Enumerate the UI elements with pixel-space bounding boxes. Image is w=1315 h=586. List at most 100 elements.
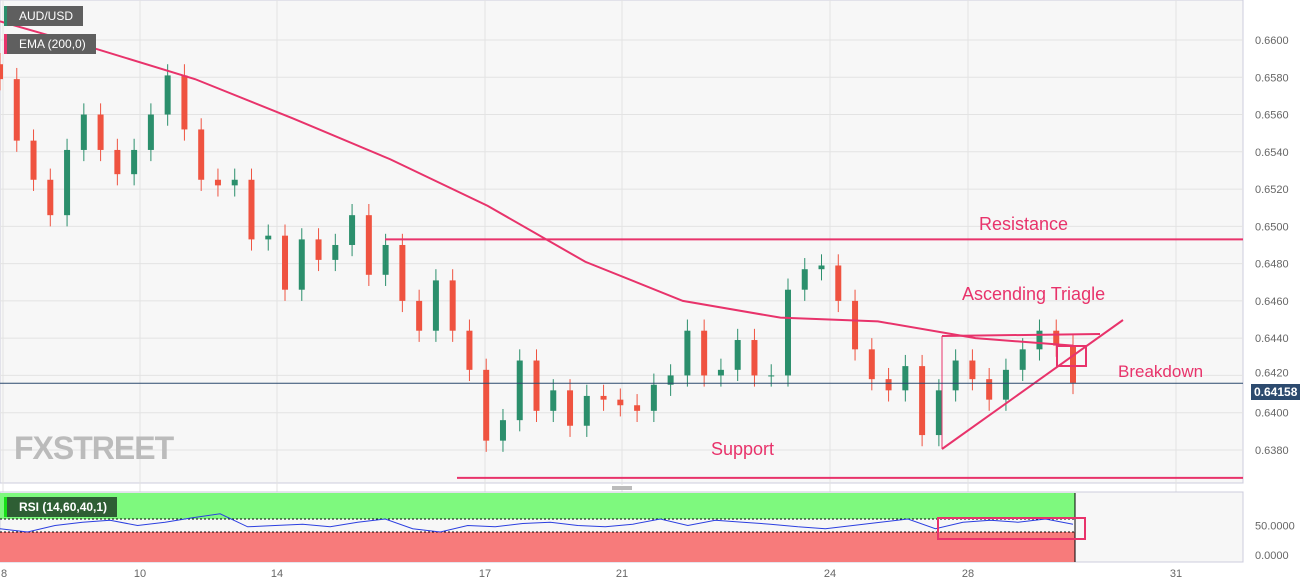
y-tick-label: 0.6580 [1255,72,1289,84]
candle [198,129,205,180]
candle [80,114,87,150]
candle [550,390,557,411]
candle [868,349,875,380]
x-tick-label: 21 [616,568,628,580]
candle [952,360,959,391]
triangle-resistance-line [941,333,1101,337]
candle [265,235,272,240]
candle [835,265,842,301]
y-tick-label: 0.6460 [1255,296,1289,308]
rsi-label: RSI (14,60,40,1) [4,497,118,517]
candle [432,280,439,331]
candle [885,379,892,391]
candle [382,244,389,275]
y-tick-label: 0.6600 [1255,35,1289,47]
candle [818,265,825,270]
candle [449,280,456,331]
candle [1036,330,1043,350]
y-tick-label: 0.6500 [1255,221,1289,233]
candle [181,75,188,130]
candle [667,375,674,385]
candle [717,369,724,376]
rsi-tick-label: 50.0000 [1255,521,1295,533]
candle [801,269,808,290]
x-tick-label: 17 [479,568,491,580]
candle [483,369,490,441]
x-tick-label: 10 [134,568,146,580]
candle [332,244,339,260]
candle [214,179,221,186]
y-tick-label: 0.6560 [1255,110,1289,122]
watermark: FXSTREET [14,430,174,466]
x-tick-label: 28 [962,568,974,580]
candle [298,239,305,290]
candle [533,360,540,411]
candle [1019,349,1026,370]
rsi-overbought-zone [0,493,1075,519]
candle [600,395,607,400]
candle [935,390,942,436]
breakdown-box [1056,345,1087,367]
triangle-support-line [941,319,1124,450]
ema-line [0,20,1074,347]
candle [0,64,3,80]
candle [248,179,255,240]
candle [30,140,37,180]
candle [1053,330,1060,346]
last-price-tag: 0.64158 [1251,384,1301,400]
y-tick-label: 0.6420 [1255,367,1289,379]
x-tick-label: 24 [824,568,836,580]
candle [986,379,993,400]
candle [701,330,708,376]
candle [13,79,20,141]
ema-label: EMA (200,0) [4,34,96,54]
candle [399,244,406,301]
candle [684,330,691,376]
symbol-label: AUD/USD [4,6,84,26]
y-tick-label: 0.6380 [1255,445,1289,457]
candle [751,340,758,376]
candle [114,149,121,175]
candle [499,420,506,441]
candle [1070,345,1076,383]
support-label: Support [711,439,775,459]
candle [231,179,238,186]
x-tick-label: 8 [1,568,7,580]
candle [969,360,976,380]
rsi-tick-label: 0.0000 [1255,550,1289,562]
rsi-highlight-box [937,517,1086,540]
x-tick-label: 31 [1170,568,1182,580]
y-tick-label: 0.6480 [1255,259,1289,271]
candle [349,215,356,245]
y-tick-label: 0.6520 [1255,184,1289,196]
candle [902,366,909,391]
candle [784,289,791,376]
y-tick-label: 0.6400 [1255,408,1289,420]
candle [516,360,523,421]
candle [315,239,322,260]
candle [1002,369,1009,400]
x-tick-label: 14 [271,568,283,580]
candle [919,366,926,436]
candle [365,215,372,275]
candle [583,395,590,426]
candle [567,390,574,426]
rsi-oversold-zone [0,532,1075,562]
candle [617,399,624,406]
candle [768,375,775,377]
candle [416,300,423,331]
breakdown-label: Breakdown [1118,362,1204,381]
candle [466,330,473,370]
y-tick-label: 0.6440 [1255,333,1289,345]
candle [164,75,171,115]
pattern-label: Ascending Triagle [962,284,1106,304]
candle [64,149,71,216]
resistance-label: Resistance [979,214,1069,234]
candle [650,384,657,411]
candle [734,340,741,370]
candle [852,300,859,350]
candle [147,114,154,150]
candle [282,235,289,290]
candle [634,405,641,411]
